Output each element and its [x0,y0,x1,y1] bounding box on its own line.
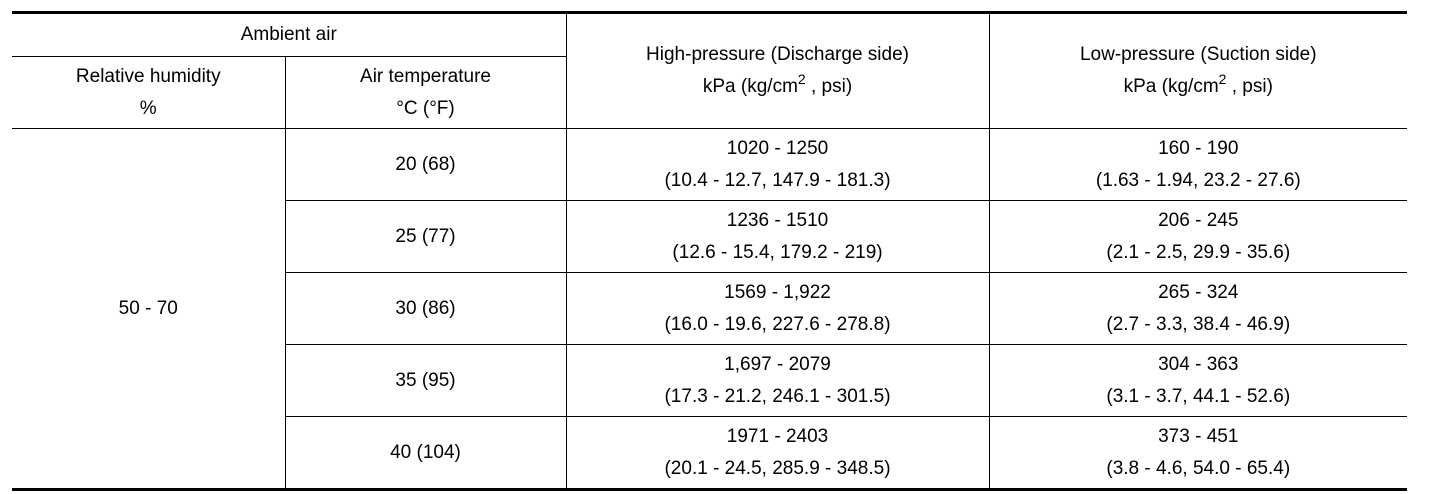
cell-text: 206 - 245 [1158,209,1239,231]
pressure-table: Ambient air High-pressure (Discharge sid… [12,11,1408,491]
header-unit: kPa (kg/cm2 , psi) [567,71,989,103]
cell-text: (20.1 - 24.5, 285.9 - 348.5) [664,457,891,479]
low-pressure-cell: 304 - 363 (3.1 - 3.7, 44.1 - 52.6) [988,344,1408,417]
cell-text: 1971 - 2403 [726,425,829,447]
header-text: % [139,97,157,119]
data-row: 35 (95) 1,697 - 2079 (17.3 - 21.2, 246.1 -… [12,344,1408,417]
high-pressure-cell: 1236 - 1510 (12.6 - 15.4, 179.2 - 219) [565,200,990,273]
unit-sup: 2 [797,71,806,87]
temperature-cell: 20 (68) [284,128,567,201]
cell-text: 1569 - 1,922 [724,281,831,303]
cell-text: 304 - 363 [1158,353,1239,375]
data-row: 50 - 70 20 (68) 1020 - 1250 (10.4 - 12.7, 1… [12,128,1408,490]
header-cell: Relative humidity % [12,56,286,129]
low-pressure-cell: 206 - 245 (2.1 - 2.5, 29.9 - 35.6) [988,200,1408,273]
low-pressure-cell: 265 - 324 (2.7 - 3.3, 38.4 - 46.9) [988,272,1408,345]
header-cell: Low-pressure (Suction side) kPa (kg/cm2 … [988,12,1408,129]
cell-text: 1,697 - 2079 [724,353,831,375]
cell-text: (12.6 - 15.4, 179.2 - 219) [672,241,883,263]
header-text: High-pressure (Discharge side) [646,44,909,65]
cell-text: 35 (95) [395,369,456,391]
header-text: °C (°F) [396,97,455,119]
cell-text: 1236 - 1510 [726,209,829,231]
cell-text: 160 - 190 [1158,137,1239,159]
header-cell: High-pressure (Discharge side) kPa (kg/c… [565,12,990,129]
header-text: Relative humidity [75,65,221,87]
unit-text: , psi) [805,76,853,97]
cell-text: 40 (104) [390,441,461,463]
high-pressure-cell: 1020 - 1250 (10.4 - 12.7, 147.9 - 181.3) [565,128,990,201]
header-row: Ambient air High-pressure (Discharge sid… [12,12,1408,129]
cell-text: 373 - 451 [1158,425,1239,447]
cell-text: (16.0 - 19.6, 227.6 - 278.8) [664,313,891,335]
cell-text: (3.8 - 4.6, 54.0 - 65.4) [1106,457,1291,479]
cell-text: (2.7 - 3.3, 38.4 - 46.9) [1106,313,1291,335]
cell-text: 265 - 324 [1158,281,1239,303]
cell-text: (1.63 - 1.94, 23.2 - 27.6) [1095,169,1301,191]
unit-sup: 2 [1218,71,1227,87]
temperature-cell: 25 (77) [285,200,567,273]
unit-text: kPa (kg/cm [702,76,798,97]
cell-text: 25 (77) [395,225,456,247]
low-pressure-cell: 373 - 451 (3.8 - 4.6, 54.0 - 65.4) [988,416,1408,490]
cell-text: 1020 - 1250 [726,137,829,159]
high-pressure-cell: 1,697 - 2079 (17.3 - 21.2, 246.1 - 301.5) [565,344,990,417]
header-text: Ambient air [240,24,337,45]
temperature-cell: 35 (95) [285,344,567,417]
header-row: Relative humidity % Air temperature °C (… [12,56,1407,129]
data-row: 30 (86) 1569 - 1,922 (16.0 - 19.6, 227.6 -… [12,272,1408,345]
cell-text: (3.1 - 3.7, 44.1 - 52.6) [1106,385,1291,407]
data-row: 40 (104) 1971 - 2403 (20.1 - 24.5, 285.9 -… [12,416,1408,490]
temperature-cell: 40 (104) [285,416,567,490]
header-cell: Air temperature °C (°F) [284,56,567,129]
humidity-cell: 50 - 70 [12,128,286,490]
cell-text: (2.1 - 2.5, 29.9 - 35.6) [1106,241,1291,263]
cell-text: (17.3 - 21.2, 246.1 - 301.5) [664,385,891,407]
low-pressure-cell: 160 - 190 (1.63 - 1.94, 23.2 - 27.6) [988,128,1408,201]
data-row: 25 (77) 1236 - 1510 (12.6 - 15.4, 179.2 - … [12,200,1408,273]
high-pressure-cell: 1971 - 2403 (20.1 - 24.5, 285.9 - 348.5) [565,416,990,490]
header-unit: kPa (kg/cm2 , psi) [990,71,1408,103]
cell-text: 50 - 70 [118,297,178,319]
high-pressure-cell: 1569 - 1,922 (16.0 - 19.6, 227.6 - 278.8) [565,272,990,345]
header-cell: Ambient air [12,12,567,57]
table-body: Ambient air High-pressure (Discharge sid… [12,12,1408,490]
cell-text: (10.4 - 12.7, 147.9 - 181.3) [664,169,891,191]
cell-text: 20 (68) [395,153,456,175]
header-text: Air temperature [360,65,491,87]
unit-text: kPa (kg/cm [1123,76,1219,97]
cell-text: 30 (86) [395,297,456,319]
unit-text: , psi) [1226,76,1273,97]
temperature-cell: 30 (86) [285,272,567,345]
header-text: Low-pressure (Suction side) [1079,44,1317,65]
